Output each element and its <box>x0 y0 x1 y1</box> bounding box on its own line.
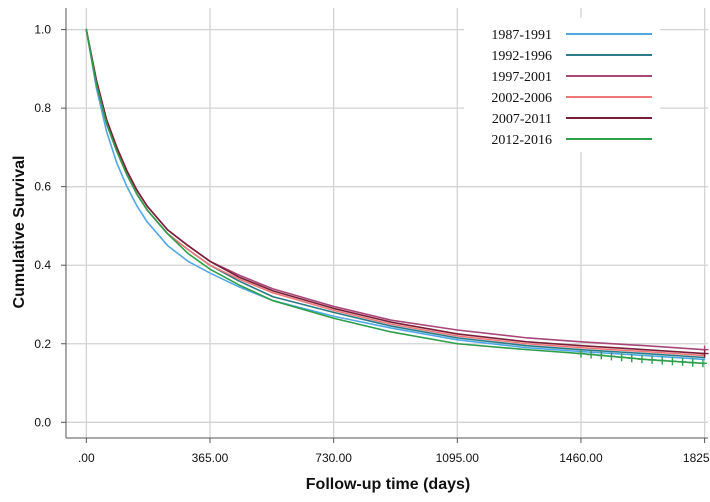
y-tick-label-2: 0.4 <box>34 258 51 272</box>
y-tick-label-3: 0.6 <box>34 180 51 194</box>
censor-mark-0-4 <box>617 353 626 362</box>
x-axis-title: Follow-up time (days) <box>306 476 470 493</box>
x-tick-label-5: 1825.00 <box>683 451 710 465</box>
censor-mark-0-9 <box>668 357 677 366</box>
legend-box <box>464 18 660 152</box>
censor-mark-2-0 <box>700 349 709 358</box>
x-tick-label-0: .00 <box>78 451 95 465</box>
censor-mark-0-5 <box>627 354 636 363</box>
series-line-5 <box>85 28 706 365</box>
censor-mark-0-12 <box>698 359 707 368</box>
plot-frame <box>65 8 708 439</box>
tick-labels: .00 365.00 730.00 1095.00 1460.00 1825.00 0.0 0… <box>34 23 710 465</box>
x-tick-label-1: 365.00 <box>192 451 229 465</box>
legend-label-1: 1992-1996 <box>491 49 552 64</box>
legend-label-5: 2012-2016 <box>491 133 552 148</box>
censor-mark-0-3 <box>607 352 616 361</box>
censor-mark-0-2 <box>597 351 606 360</box>
censor-mark-0-0 <box>576 349 585 358</box>
series-line-0 <box>85 28 706 361</box>
y-tick-label-1: 0.2 <box>34 337 51 351</box>
censor-mark-0-7 <box>648 355 657 364</box>
censor-mark-0-10 <box>678 357 687 366</box>
x-tick-label-3: 1095.00 <box>436 451 480 465</box>
censor-marks <box>576 345 709 368</box>
series-line-4 <box>85 28 706 355</box>
legend: 1987-1991 1992-1996 1997-2001 2002-2006 2007… <box>464 18 660 152</box>
y-axis-title: Cumulative Survival <box>11 156 28 309</box>
legend-label-0: 1987-1991 <box>491 28 552 43</box>
y-tick-label-5: 1.0 <box>34 23 51 37</box>
series-lines <box>85 28 706 365</box>
censor-mark-0-6 <box>637 355 646 364</box>
censor-mark-0-11 <box>688 358 697 367</box>
censor-mark-0-1 <box>587 350 596 359</box>
x-tick-label-4: 1460.00 <box>559 451 603 465</box>
legend-label-3: 2002-2006 <box>491 91 552 106</box>
legend-label-4: 2007-2011 <box>492 112 552 127</box>
legend-label-2: 1997-2001 <box>491 70 552 85</box>
grid-layer <box>66 8 708 438</box>
x-tick-label-2: 730.00 <box>315 451 352 465</box>
y-tick-label-4: 0.8 <box>34 101 51 115</box>
censor-mark-0-8 <box>658 356 667 365</box>
y-tick-label-0: 0.0 <box>34 415 51 429</box>
